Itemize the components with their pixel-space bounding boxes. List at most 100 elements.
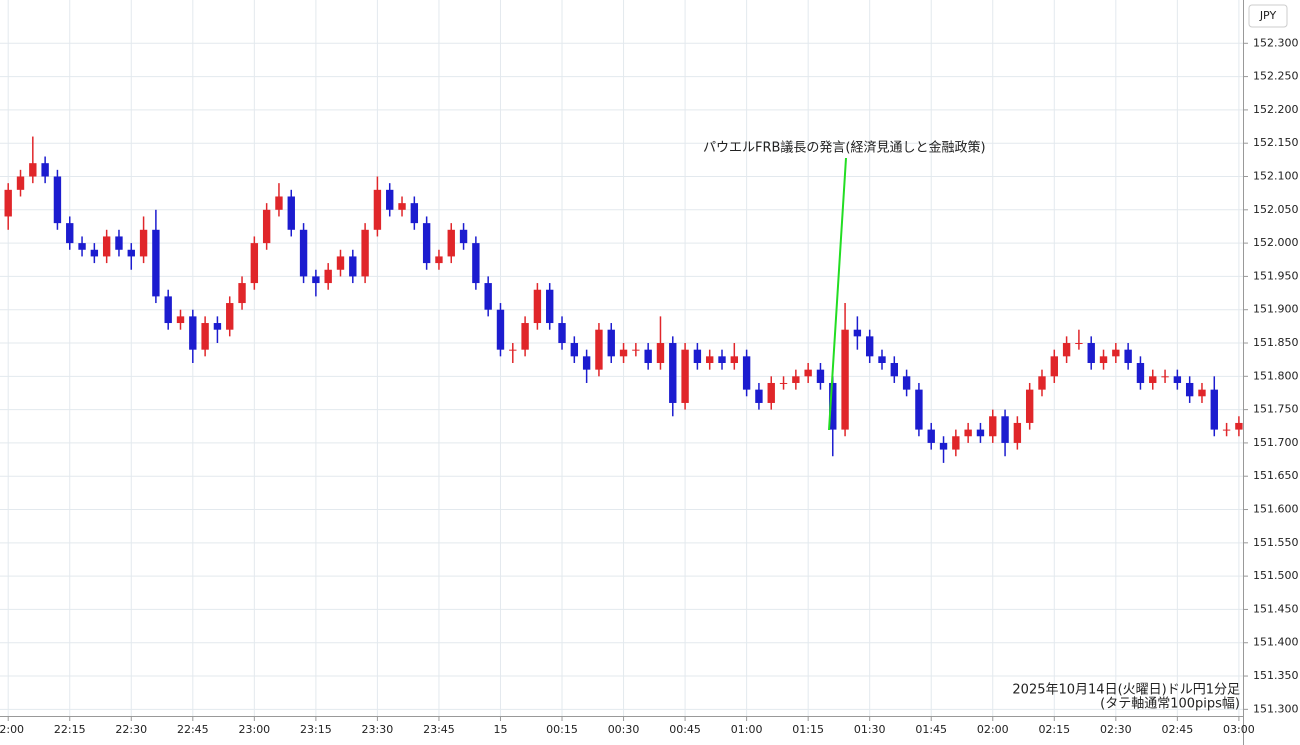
candle-body	[213, 323, 222, 330]
candle-body	[447, 229, 455, 257]
x-tick-label: 01:15	[792, 723, 824, 736]
candle-body	[1099, 356, 1108, 363]
candle-body	[693, 349, 702, 363]
candle-body	[669, 343, 677, 403]
candle-body	[484, 283, 492, 310]
candle-body	[361, 229, 369, 277]
candle-body	[324, 269, 332, 284]
candle-body	[742, 356, 751, 390]
candle-body	[336, 256, 345, 270]
candle-body	[816, 369, 825, 383]
candle-body	[829, 382, 837, 430]
candle-body	[1235, 422, 1243, 430]
candle-body	[939, 442, 948, 450]
candle-body	[1075, 343, 1083, 345]
candle-body	[90, 249, 99, 257]
candle-body	[1149, 376, 1157, 383]
candle-body	[1136, 362, 1145, 383]
candle-body	[558, 323, 566, 344]
candle-body	[595, 329, 603, 370]
candle-body	[176, 316, 185, 324]
x-tick-label: 00:30	[608, 723, 640, 736]
candle-body	[952, 436, 960, 450]
y-tick-label: 151.350	[1253, 669, 1299, 682]
x-tick-label: 02:45	[1162, 723, 1194, 736]
candle-body	[1222, 429, 1231, 431]
candle-body	[853, 329, 862, 337]
candle-body	[681, 349, 689, 403]
x-tick-label: 15	[493, 723, 507, 736]
candle-body	[730, 356, 739, 363]
candle-body	[632, 349, 640, 351]
candle-body	[1185, 382, 1194, 397]
candle-body	[1210, 389, 1218, 430]
candle-body	[779, 382, 788, 384]
candle-body	[66, 223, 74, 244]
candle-body	[767, 382, 775, 403]
candle-body	[127, 249, 135, 257]
candle-body	[521, 323, 529, 350]
candle-body	[644, 349, 652, 363]
x-tick-label: 23:00	[238, 723, 270, 736]
y-tick-label: 151.500	[1253, 569, 1299, 582]
y-tick-label: 152.250	[1253, 70, 1299, 83]
candle-body	[312, 276, 320, 284]
caption: 2025年10月14日(火曜日)ドル円1分足	[1012, 683, 1240, 698]
y-tick-label: 151.600	[1253, 503, 1299, 516]
y-tick-label: 151.850	[1253, 336, 1299, 349]
candle-body	[1112, 349, 1120, 357]
candle-body	[1087, 343, 1095, 363]
x-tick-label: 00:15	[546, 723, 578, 736]
candle-body	[115, 236, 123, 250]
candle-body	[262, 209, 271, 244]
x-tick-label: 22:45	[177, 723, 209, 736]
x-tick-label: 22:30	[115, 723, 147, 736]
candle-body	[287, 196, 295, 230]
candle-body	[459, 229, 468, 244]
candle-body	[164, 296, 172, 324]
x-tick-label: 22:00	[0, 723, 24, 736]
candle-body	[373, 189, 382, 230]
y-tick-label: 151.450	[1253, 602, 1299, 615]
candle-body	[804, 369, 812, 377]
candle-body	[915, 389, 923, 430]
x-tick-label: 23:45	[423, 723, 455, 736]
x-tick-label: 00:45	[669, 723, 701, 736]
candle-body	[139, 229, 148, 257]
x-tick-label: 02:30	[1100, 723, 1132, 736]
candle-body	[238, 283, 246, 304]
annotation: パウエルFRB議長の発言(経済見通しと金融政策)	[703, 140, 986, 156]
candle-body	[78, 243, 86, 250]
candle-body	[718, 356, 726, 363]
x-tick-label: 22:15	[54, 723, 86, 736]
candle-body	[1062, 343, 1071, 357]
candle-body	[53, 176, 62, 224]
candle-body	[410, 203, 419, 224]
candle-body	[546, 289, 554, 324]
x-tick-label: 01:00	[731, 723, 763, 736]
candle-body	[582, 356, 591, 370]
y-tick-label: 152.050	[1253, 203, 1299, 216]
candle-body	[1050, 356, 1058, 377]
candle-body	[472, 243, 480, 284]
candle-body	[1124, 349, 1132, 363]
candle-body	[792, 376, 800, 383]
candle-body	[890, 362, 898, 377]
candle-body	[1013, 422, 1022, 443]
candle-body	[964, 429, 972, 437]
x-tick-label: 02:15	[1038, 723, 1070, 736]
y-tick-label: 151.550	[1253, 536, 1299, 549]
x-tick-label: 01:45	[915, 723, 947, 736]
candle-body	[1038, 376, 1046, 390]
candle-body	[349, 256, 357, 277]
unit-box	[1248, 4, 1288, 28]
candle-body	[656, 343, 665, 363]
candles	[4, 136, 1243, 463]
y-tick-label: 151.950	[1253, 269, 1299, 282]
candle-body	[1025, 389, 1034, 423]
candle-body	[226, 303, 234, 330]
candle-body	[1161, 376, 1169, 378]
candle-body	[299, 229, 308, 277]
candle-body	[841, 329, 849, 430]
